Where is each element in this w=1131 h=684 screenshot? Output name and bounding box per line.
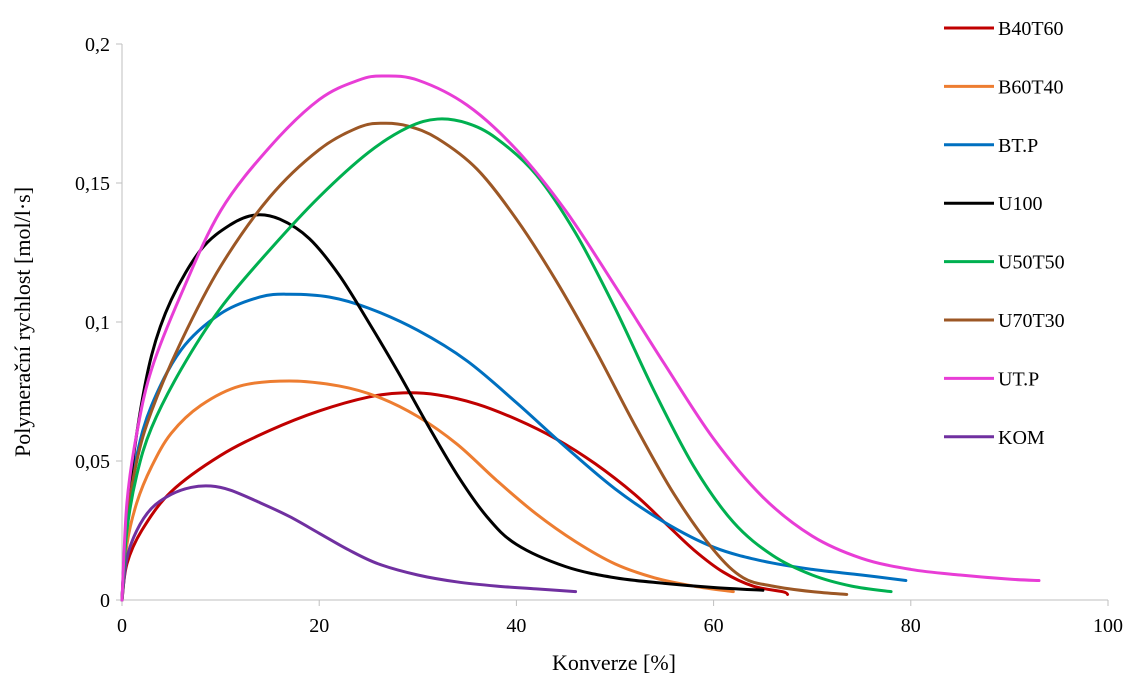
x-tick-label: 20	[309, 615, 329, 637]
series-line-bt-p	[120, 292, 908, 602]
series-line-b60t40	[120, 379, 735, 602]
y-axis-title: Polymerační rychlost [mol/l·s]	[10, 187, 35, 457]
y-tick-label: 0,1	[85, 312, 110, 334]
y-tick-label: 0	[100, 590, 110, 612]
axes-group: 0 0,05 0,1 0,15 0,2 0 20 40 60 80 100	[75, 34, 1123, 637]
series-line-u50t50	[120, 117, 893, 602]
x-axis-title: Konverze [%]	[552, 650, 676, 675]
legend-label-ut-p: UT.P	[998, 368, 1039, 390]
series-line-u70t30	[120, 121, 849, 602]
legend-label-b60t40: B60T40	[998, 76, 1064, 98]
x-tick-label: 80	[901, 615, 921, 637]
x-tick-label: 100	[1093, 615, 1123, 637]
x-tick-label: 40	[506, 615, 526, 637]
legend-label-u100: U100	[998, 193, 1042, 215]
x-tick-label: 0	[117, 615, 127, 637]
legend-label-b40t60: B40T60	[998, 18, 1064, 40]
legend-label-kom: KOM	[998, 427, 1045, 449]
series-line-u100	[120, 213, 765, 602]
y-tick-label: 0,05	[75, 451, 110, 473]
y-tick-label: 0,15	[75, 173, 110, 195]
series-group	[120, 74, 1041, 602]
series-line-kom	[120, 484, 578, 602]
legend: B40T60 B60T40 BT.P U100 U50T50 U70T30 UT.P KOM	[944, 18, 1065, 449]
legend-label-bt-p: BT.P	[998, 135, 1038, 157]
legend-label-u50t50: U50T50	[998, 252, 1065, 274]
y-tick-label: 0,2	[85, 34, 110, 56]
series-line-ut-p	[120, 74, 1041, 602]
x-tick-label: 60	[704, 615, 724, 637]
legend-label-u70t30: U70T30	[998, 310, 1065, 332]
series-line-b40t60	[120, 391, 790, 602]
